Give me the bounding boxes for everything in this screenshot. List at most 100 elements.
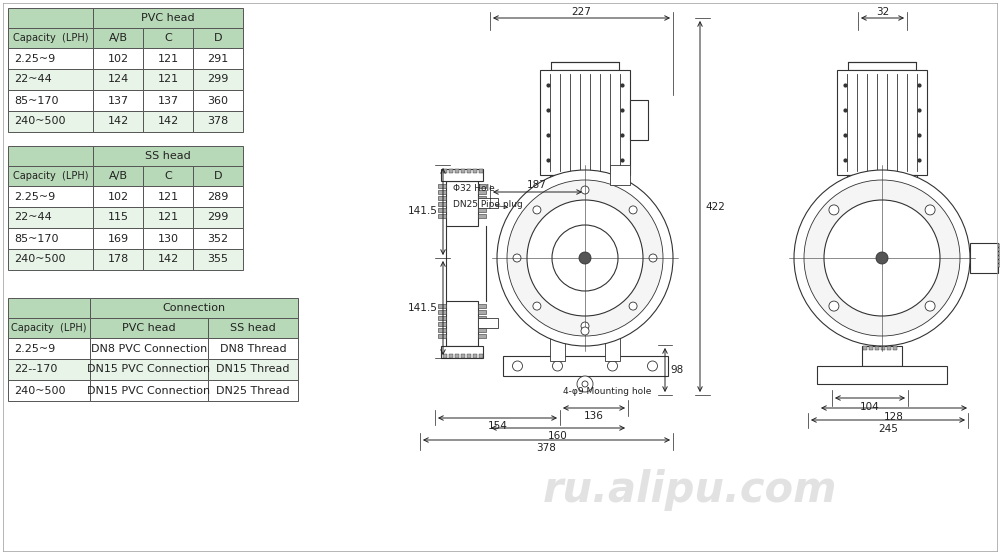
Bar bbox=[478, 196, 486, 199]
Text: 227: 227 bbox=[572, 7, 591, 17]
Text: C: C bbox=[164, 33, 172, 43]
Text: Capacity  (LPH): Capacity (LPH) bbox=[11, 323, 87, 333]
Bar bbox=[8, 8, 93, 28]
Bar bbox=[555, 179, 559, 183]
Bar bbox=[143, 28, 193, 48]
Bar bbox=[93, 249, 143, 270]
Bar bbox=[193, 48, 243, 69]
Text: 154: 154 bbox=[488, 421, 507, 431]
Text: 115: 115 bbox=[108, 213, 128, 223]
Bar bbox=[817, 366, 947, 384]
Text: Capacity  (LPH): Capacity (LPH) bbox=[13, 171, 88, 181]
Bar bbox=[630, 100, 648, 140]
Bar bbox=[443, 168, 447, 172]
Bar bbox=[893, 346, 897, 350]
Bar bbox=[193, 186, 243, 207]
Bar bbox=[90, 318, 208, 338]
Text: 360: 360 bbox=[208, 95, 228, 105]
Bar bbox=[848, 62, 916, 70]
Bar bbox=[8, 318, 90, 338]
Text: 289: 289 bbox=[207, 192, 229, 202]
Text: 378: 378 bbox=[537, 443, 556, 453]
Text: 299: 299 bbox=[207, 74, 229, 85]
Bar bbox=[143, 69, 193, 90]
Bar bbox=[478, 213, 486, 218]
Bar bbox=[93, 146, 243, 166]
Circle shape bbox=[533, 206, 541, 214]
Bar bbox=[478, 304, 486, 307]
Text: ru.alipu.com: ru.alipu.com bbox=[543, 469, 837, 511]
Circle shape bbox=[629, 206, 637, 214]
Circle shape bbox=[507, 180, 663, 336]
Bar bbox=[8, 338, 90, 359]
Bar bbox=[438, 183, 446, 187]
Circle shape bbox=[577, 376, 593, 392]
Bar bbox=[998, 264, 1000, 267]
Text: 121: 121 bbox=[157, 54, 179, 64]
Bar bbox=[605, 331, 620, 361]
Bar bbox=[90, 380, 208, 401]
Circle shape bbox=[829, 301, 839, 311]
Circle shape bbox=[608, 361, 618, 371]
Bar bbox=[998, 252, 1000, 255]
Bar bbox=[193, 249, 243, 270]
Circle shape bbox=[581, 322, 589, 330]
Bar bbox=[8, 146, 93, 166]
Text: 240~500: 240~500 bbox=[14, 254, 66, 264]
Bar bbox=[862, 346, 902, 366]
Circle shape bbox=[794, 170, 970, 346]
Bar bbox=[193, 69, 243, 90]
Text: 2.25~9: 2.25~9 bbox=[14, 54, 55, 64]
Bar bbox=[143, 111, 193, 132]
Bar bbox=[93, 69, 143, 90]
Bar bbox=[8, 207, 93, 228]
Bar bbox=[900, 179, 904, 183]
Bar bbox=[551, 62, 619, 70]
Text: 187: 187 bbox=[527, 180, 547, 190]
Text: D: D bbox=[214, 171, 222, 181]
Bar bbox=[478, 198, 498, 208]
Text: 32: 32 bbox=[876, 7, 889, 17]
Bar bbox=[193, 228, 243, 249]
Text: PVC head: PVC head bbox=[122, 323, 176, 333]
Bar bbox=[8, 28, 93, 48]
Circle shape bbox=[629, 302, 637, 310]
Bar bbox=[478, 189, 486, 193]
Circle shape bbox=[824, 200, 940, 316]
Circle shape bbox=[925, 301, 935, 311]
Bar bbox=[438, 202, 446, 206]
Text: 102: 102 bbox=[107, 54, 129, 64]
Bar bbox=[8, 249, 93, 270]
Bar bbox=[461, 353, 465, 357]
Text: 121: 121 bbox=[157, 213, 179, 223]
Circle shape bbox=[552, 361, 562, 371]
Circle shape bbox=[552, 225, 618, 291]
Bar bbox=[93, 48, 143, 69]
Bar bbox=[609, 179, 613, 183]
Bar bbox=[503, 356, 668, 376]
Circle shape bbox=[804, 180, 960, 336]
Bar bbox=[438, 321, 446, 326]
Bar bbox=[93, 228, 143, 249]
Bar bbox=[461, 168, 465, 172]
Circle shape bbox=[649, 254, 657, 262]
Bar bbox=[887, 346, 891, 350]
Bar bbox=[8, 359, 90, 380]
Text: 4-φ9 Mounting hole: 4-φ9 Mounting hole bbox=[563, 387, 651, 397]
Text: 142: 142 bbox=[157, 254, 179, 264]
Text: 124: 124 bbox=[107, 74, 129, 85]
Text: D: D bbox=[214, 33, 222, 43]
Circle shape bbox=[648, 361, 658, 371]
Circle shape bbox=[497, 170, 673, 346]
Bar bbox=[441, 168, 483, 181]
Bar bbox=[478, 315, 486, 320]
Bar bbox=[93, 111, 143, 132]
Text: 121: 121 bbox=[157, 74, 179, 85]
Text: 121: 121 bbox=[157, 192, 179, 202]
Bar bbox=[8, 166, 93, 186]
Bar bbox=[561, 179, 565, 183]
Text: 130: 130 bbox=[158, 233, 178, 244]
Bar bbox=[438, 189, 446, 193]
Bar bbox=[8, 69, 93, 90]
Text: SS head: SS head bbox=[145, 151, 191, 161]
